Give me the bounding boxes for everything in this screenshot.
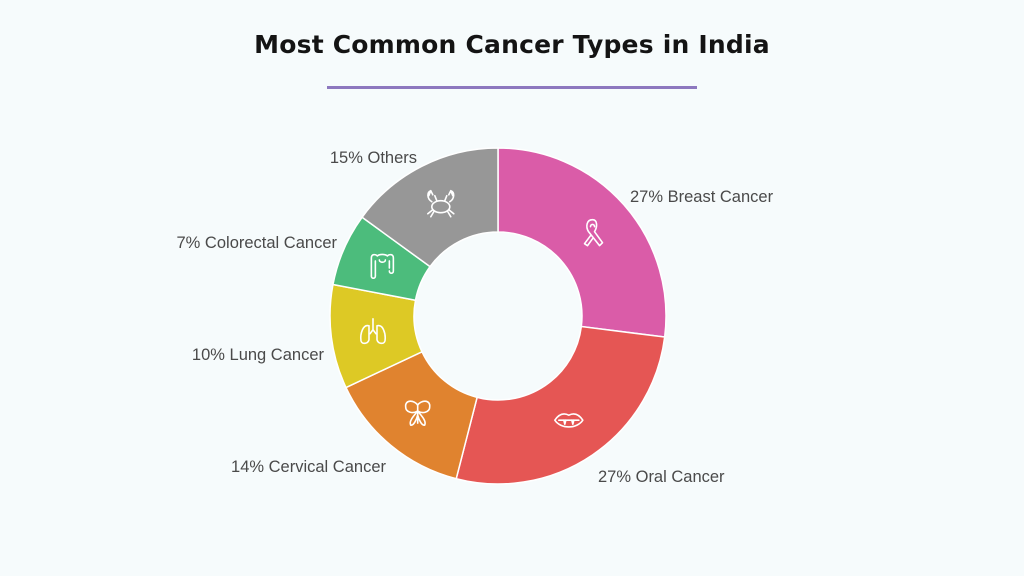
slice-breast-cancer (497, 147, 667, 338)
crab-icon (426, 189, 455, 218)
page-title: Most Common Cancer Types in India (254, 30, 770, 59)
slice-group (329, 147, 667, 485)
slice-others (361, 147, 499, 268)
slice-label: 7% Colorectal Cancer (177, 234, 338, 252)
ribbon-icon (583, 218, 604, 247)
mouth-icon (554, 413, 584, 428)
slice-label: 10% Lung Cancer (192, 346, 325, 364)
slice-label: 27% Oral Cancer (598, 468, 725, 486)
intestine-icon (370, 253, 395, 279)
label-group: 27% Breast Cancer 27% Oral Cancer 14% Cerv… (177, 149, 774, 486)
butterfly-ribbon-icon (404, 400, 431, 426)
slice-oral-cancer (455, 325, 666, 485)
icon-group (360, 189, 604, 428)
slice-label: 27% Breast Cancer (630, 188, 774, 206)
slice-label: 15% Others (330, 149, 417, 167)
lungs-icon (360, 317, 386, 345)
title-underline (327, 86, 697, 89)
slice-label: 14% Cervical Cancer (231, 458, 386, 476)
